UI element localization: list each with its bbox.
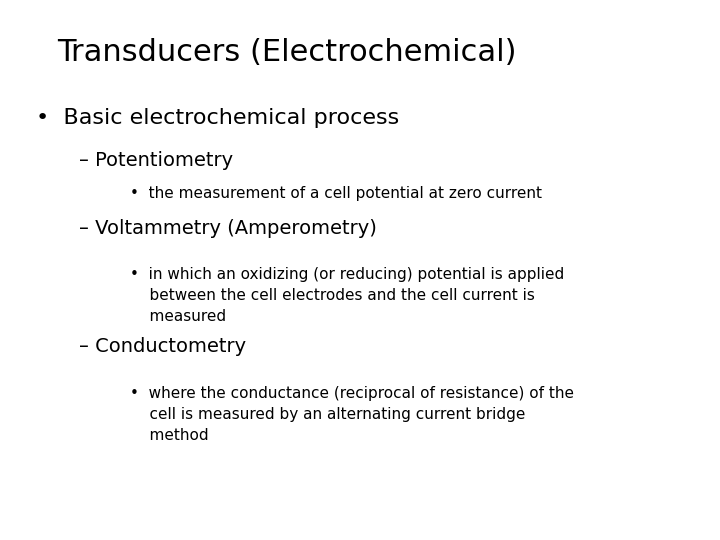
Text: – Voltammetry (Amperometry): – Voltammetry (Amperometry) xyxy=(79,219,377,238)
Text: – Conductometry: – Conductometry xyxy=(79,338,246,356)
Text: •  Basic electrochemical process: • Basic electrochemical process xyxy=(36,108,400,128)
Text: •  in which an oxidizing (or reducing) potential is applied
    between the cell: • in which an oxidizing (or reducing) po… xyxy=(130,267,564,325)
Text: Transducers (Electrochemical): Transducers (Electrochemical) xyxy=(58,38,517,67)
Text: •  where the conductance (reciprocal of resistance) of the
    cell is measured : • where the conductance (reciprocal of r… xyxy=(130,386,574,443)
Text: •  the measurement of a cell potential at zero current: • the measurement of a cell potential at… xyxy=(130,186,541,201)
Text: – Potentiometry: – Potentiometry xyxy=(79,151,233,170)
